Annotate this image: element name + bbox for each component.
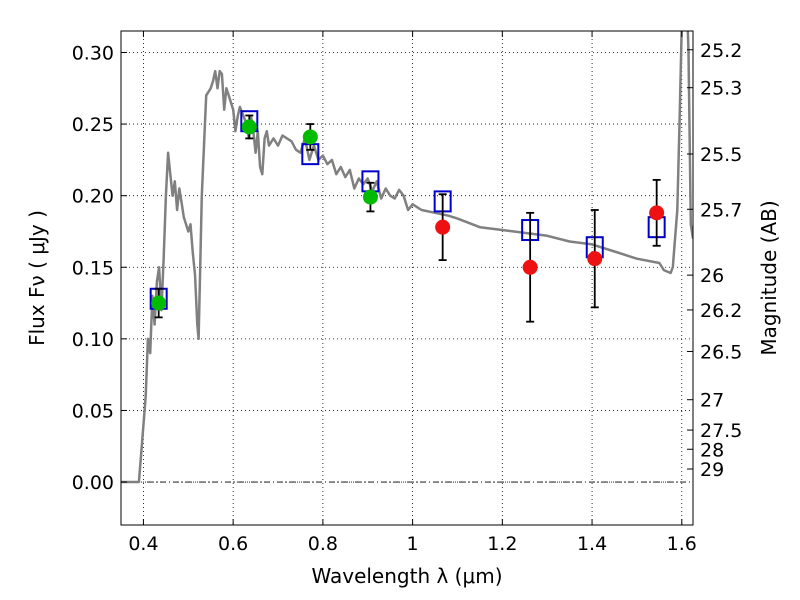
y-axis-label: Flux Fν ( μJy ): [25, 210, 49, 346]
x-tick-label: 1: [407, 533, 419, 555]
observed-photometry-point: [241, 119, 257, 135]
right-tick-label: 26: [700, 265, 724, 287]
observed-photometry-point: [151, 295, 167, 311]
x-tick-label: 0.6: [218, 533, 248, 555]
y-tick-label: 0.05: [72, 400, 114, 422]
observed-photometry-point: [587, 251, 603, 267]
y-tick-label: 0.25: [72, 114, 114, 136]
observed-photometry-point: [649, 205, 665, 221]
observed-photometry-point: [362, 189, 378, 205]
observed-photometry-point: [522, 259, 538, 275]
right-tick-label: 25.7: [700, 199, 742, 221]
right-tick-label: 27.5: [700, 420, 742, 442]
plot-area: [121, 31, 693, 525]
right-tick-label: 29: [700, 459, 724, 481]
right-tick-label: 25.2: [700, 40, 742, 62]
right-tick-label: 27: [700, 390, 724, 412]
observed-photometry-point: [435, 219, 451, 235]
y-tick-label: 0.10: [72, 329, 114, 351]
series-layer: [121, 31, 693, 484]
y-tick-label: 0.30: [72, 42, 114, 64]
observed-photometry-point: [302, 129, 318, 145]
grid: [121, 31, 693, 525]
x-axis-label: Wavelength λ (μm): [311, 564, 502, 588]
right-tick-label: 25.3: [700, 78, 742, 100]
y-tick-label: 0.00: [72, 472, 114, 494]
y-axis-right-label: Magnitude (AB): [757, 200, 781, 355]
sed-model-line: [121, 31, 693, 484]
tick-layer: 0.4 0.6 0.8 1 1.2 1.4 1.6 0.00 0.05 0.10 0.15 0.20 0…: [72, 31, 742, 555]
right-tick-label: 26.5: [700, 341, 742, 363]
y-tick-label: 0.15: [72, 257, 114, 279]
right-tick-label: 26.2: [700, 300, 742, 322]
x-tick-label: 1.4: [577, 533, 607, 555]
right-tick-label: 28: [700, 439, 724, 461]
y-tick-label: 0.20: [72, 186, 114, 208]
x-tick-label: 0.4: [128, 533, 158, 555]
x-tick-label: 1.6: [667, 533, 697, 555]
x-tick-label: 0.8: [308, 533, 338, 555]
plot-frame: [120, 30, 694, 526]
x-tick-label: 1.2: [487, 533, 517, 555]
right-tick-label: 25.5: [700, 144, 742, 166]
